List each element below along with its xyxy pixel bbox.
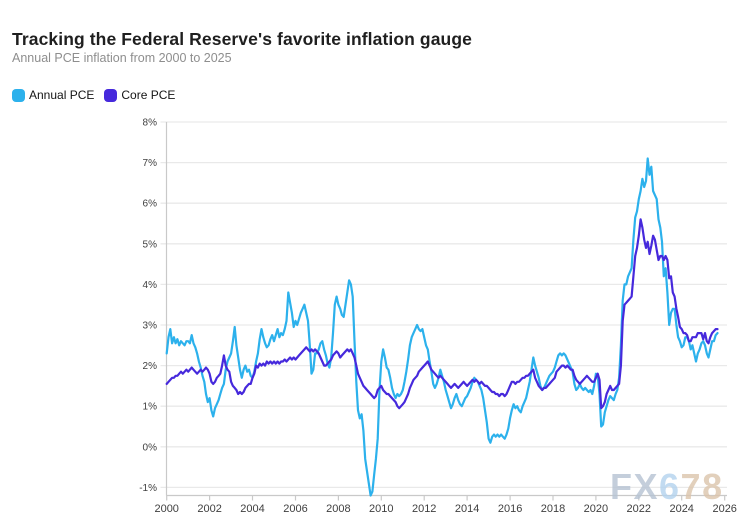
y-axis-tick-label: 2% — [143, 361, 158, 372]
watermark-fx678: FX678 — [610, 466, 724, 507]
core-pce-legend-label: Core PCE — [121, 88, 176, 102]
x-axis-tick-label: 2006 — [283, 503, 307, 515]
x-axis-tick-label: 2008 — [326, 503, 350, 515]
x-axis-tick-label: 2022 — [627, 503, 651, 515]
page-subtitle: Annual PCE inflation from 2000 to 2025 — [12, 51, 232, 65]
y-axis-tick-label: 3% — [143, 321, 158, 332]
legend-item-annual-pce[interactable]: Annual PCE — [12, 89, 94, 102]
y-axis-tick-label: 8% — [143, 118, 158, 129]
annual-pce-swatch-icon — [12, 89, 25, 102]
legend: Annual PCE Core PCE — [12, 89, 175, 102]
x-axis-tick-label: 2014 — [455, 503, 479, 515]
y-axis-tick-label: 7% — [143, 158, 158, 169]
x-axis-tick-label: 2018 — [541, 503, 565, 515]
x-axis-tick-label: 2016 — [498, 503, 522, 515]
x-axis-tick-label: 2012 — [412, 503, 436, 515]
y-axis-tick-label: 4% — [143, 280, 158, 291]
y-axis-tick-label: 6% — [143, 199, 158, 210]
y-axis-tick-label: -1% — [139, 483, 157, 494]
x-axis-tick-label: 2004 — [240, 503, 264, 515]
series-line-core-pce — [165, 218, 719, 410]
page-title: Tracking the Federal Reserve's favorite … — [12, 29, 472, 49]
x-axis-tick-label: 2000 — [154, 503, 178, 515]
core-pce-swatch-icon — [104, 89, 118, 102]
x-axis-tick-label: 2026 — [712, 503, 736, 515]
x-axis-tick-label: 2010 — [369, 503, 393, 515]
legend-item-core-pce[interactable]: Core PCE — [104, 89, 175, 102]
x-axis-tick-label: 2024 — [669, 503, 693, 515]
x-axis-tick-label: 2020 — [584, 503, 608, 515]
y-axis-tick-label: 5% — [143, 239, 158, 250]
x-axis-tick-label: 2002 — [197, 503, 221, 515]
y-axis-tick-label: 0% — [143, 442, 158, 453]
y-axis-tick-label: 1% — [143, 402, 158, 413]
series-line-annual-pce — [165, 157, 719, 497]
annual-pce-legend-label: Annual PCE — [29, 88, 95, 102]
